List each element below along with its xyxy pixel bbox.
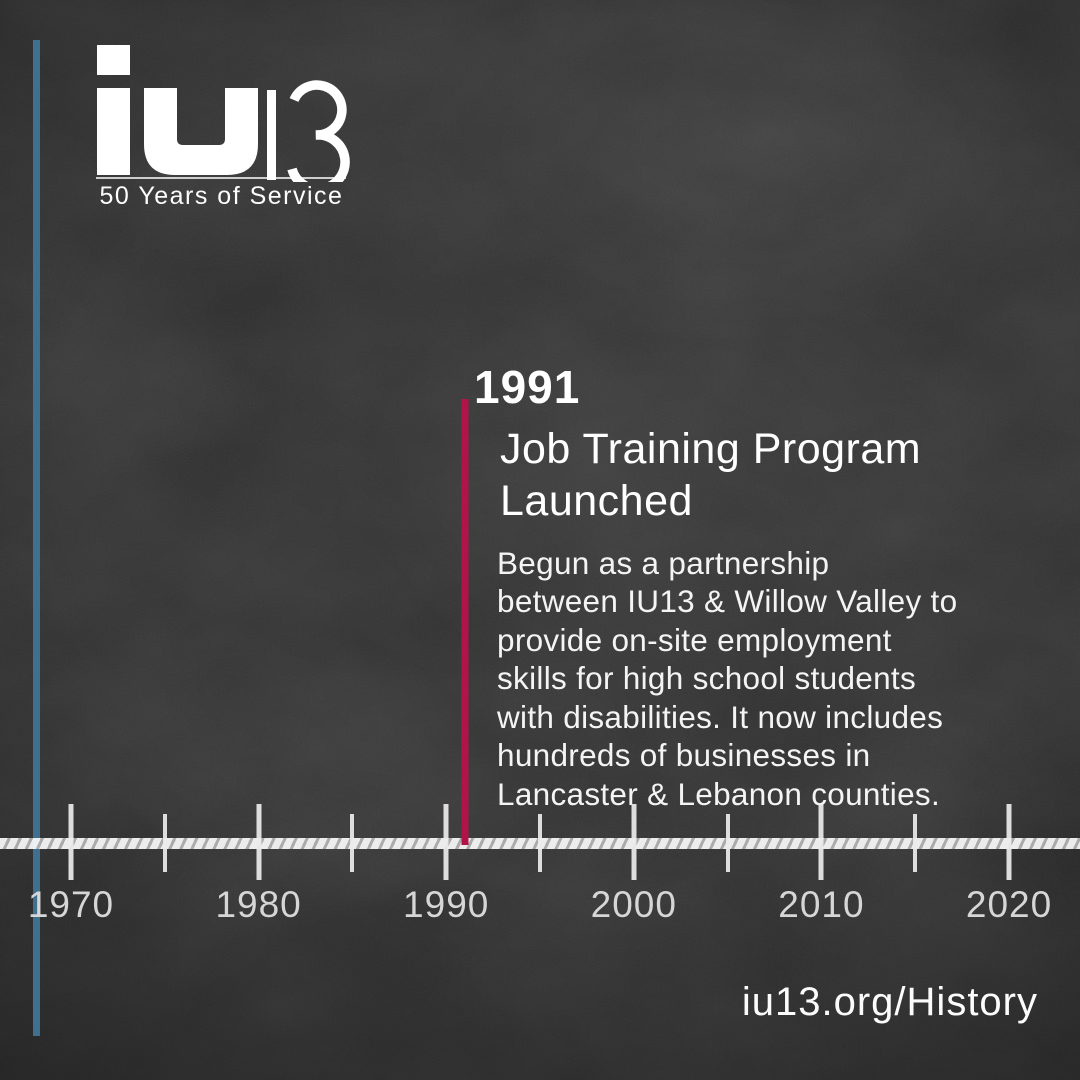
timeline-major-tick [256,804,262,880]
event-marker-line [461,399,469,845]
logo-letter-i-dot [97,45,130,75]
timeline-year-label: 1990 [403,884,490,925]
timeline-year-label: 2010 [778,884,865,925]
timeline-minor-tick [913,814,918,872]
footer-url: iu13.org/History [741,980,1038,1024]
logo-letter-i-stem [97,88,130,175]
timeline-year-label: 1980 [215,884,302,925]
event-description: Begun as a partnership between IU13 & Wi… [497,544,958,813]
timeline-minor-tick [725,814,730,872]
timeline-major-tick [818,804,824,880]
logo-divider-rule [96,177,346,179]
timeline-major-tick [631,804,637,880]
timeline-major-tick [443,804,449,880]
timeline-year-label: 1970 [27,884,115,925]
timeline-year-label: 2000 [590,884,677,925]
timeline-year-label: 2020 [965,884,1053,925]
timeline-major-tick [1006,804,1012,880]
event-year: 1991 [474,361,581,414]
logo-letter-u [144,88,258,175]
timeline-minor-tick [538,814,543,872]
iu13-logo: 50 Years of Service [95,42,358,210]
logo-tagline: 50 Years of Service [99,182,344,210]
logo-digit-1 [267,90,276,180]
logo-digit-3 [287,80,350,182]
timeline-major-tick [68,804,74,880]
timeline-minor-tick [350,814,355,872]
timeline-minor-tick [162,814,167,872]
iu13-logo-mark [97,45,350,182]
left-accent-line [33,40,40,1036]
event-title: Job Training Program Launched [500,424,922,525]
